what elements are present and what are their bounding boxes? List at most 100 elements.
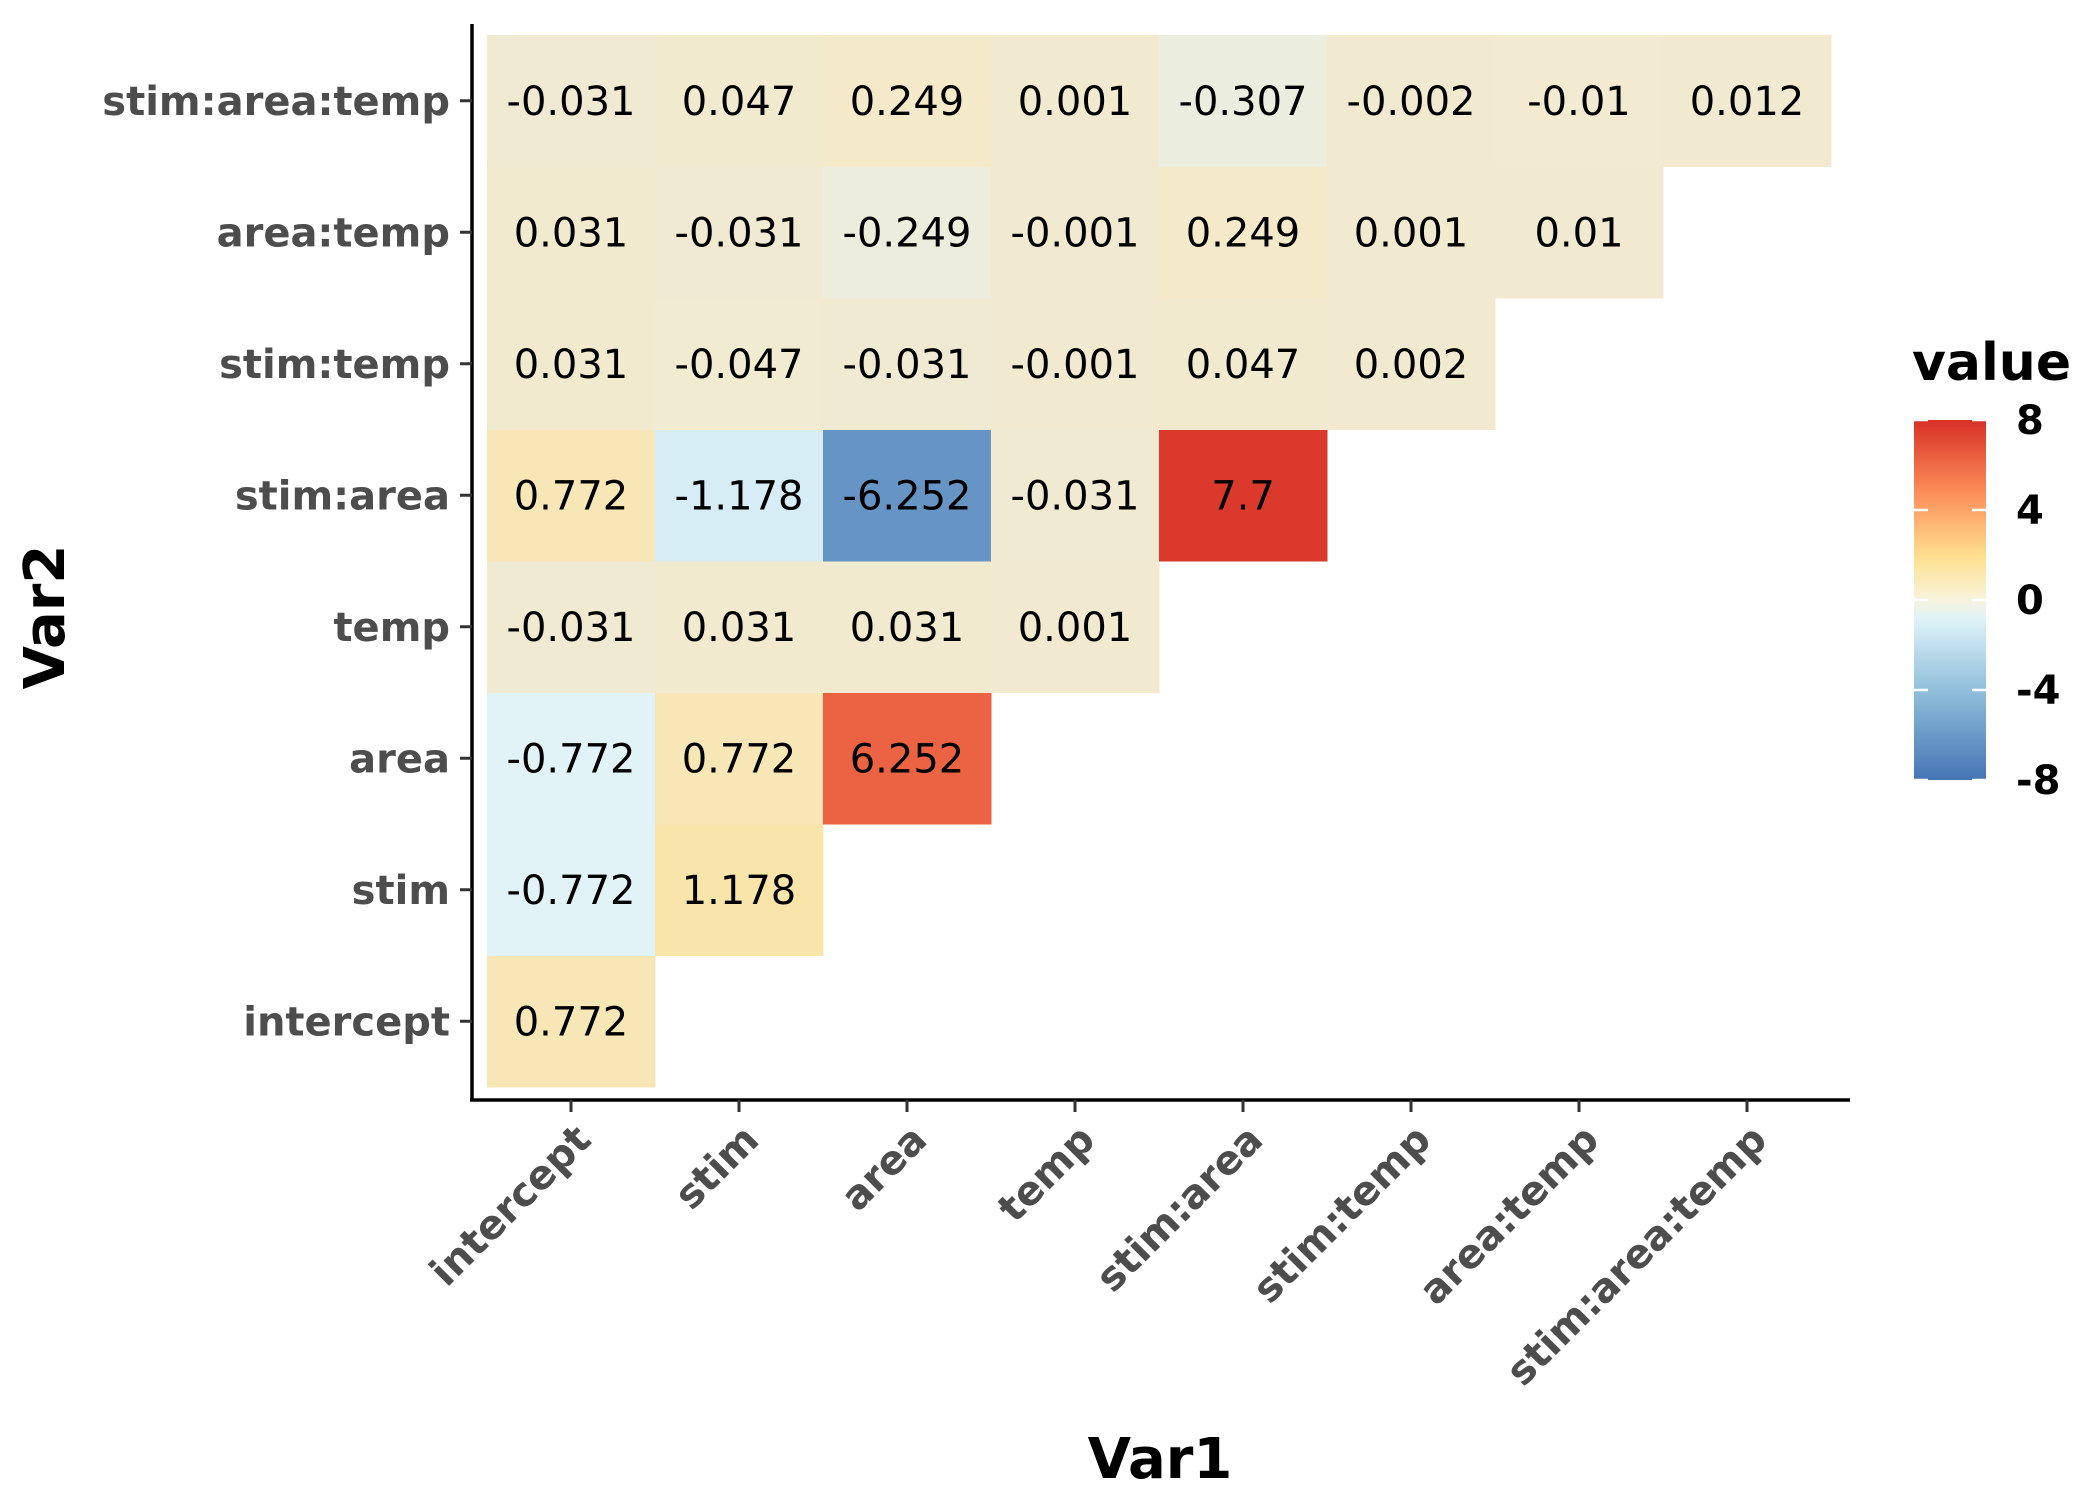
- heatmap-cell: [487, 955, 656, 1088]
- heatmap-cells: [487, 35, 1832, 1088]
- heatmap-cell: [655, 561, 824, 693]
- heatmap-cell: [991, 298, 1160, 430]
- heatmap-cell-label: 0.001: [1018, 79, 1133, 125]
- heatmap-cell: [655, 298, 824, 430]
- heatmap-cell-label: -0.031: [507, 605, 636, 651]
- x-axis-title: Var1: [1088, 1427, 1233, 1492]
- heatmap-cell-label: 0.002: [1354, 342, 1469, 388]
- heatmap-cell-label: 0.031: [514, 342, 629, 388]
- heatmap-cell: [1159, 166, 1328, 299]
- legend-tick-label: -8: [2016, 758, 2060, 804]
- legend-tick-label: 4: [2016, 488, 2044, 534]
- heatmap-cell-label: -0.031: [675, 210, 804, 256]
- heatmap-cell-label: -0.01: [1527, 79, 1631, 125]
- heatmap-cell-label: 0.249: [1186, 210, 1301, 256]
- heatmap-cell: [655, 429, 824, 562]
- y-tick-label: area: [349, 736, 450, 782]
- heatmap-cell: [823, 429, 992, 562]
- heatmap-cell: [1495, 35, 1664, 167]
- heatmap-cell-label: 0.001: [1018, 605, 1133, 651]
- y-tick-label: area:temp: [217, 210, 450, 256]
- heatmap-cell-label: 0.001: [1354, 210, 1469, 256]
- heatmap-cell: [823, 561, 992, 693]
- heatmap-cell: [487, 692, 656, 825]
- heatmap-cell-label: 6.252: [850, 736, 965, 782]
- heatmap-cell-label: -0.249: [843, 210, 972, 256]
- heatmap-cell: [991, 166, 1160, 299]
- heatmap-cell: [823, 298, 992, 430]
- heatmap-cell-label: -0.002: [1347, 79, 1476, 125]
- heatmap-cell-label: 0.047: [1186, 342, 1301, 388]
- legend-tick-label: 8: [2016, 398, 2044, 444]
- heatmap-cell-label: 0.047: [682, 79, 797, 125]
- y-tick-label: temp: [333, 605, 450, 651]
- heatmap-cell: [487, 35, 656, 167]
- heatmap-cell: [487, 429, 656, 562]
- legend: value 8 4 0 -4 -8: [1912, 333, 2071, 804]
- heatmap-cell-label: 0.772: [514, 999, 629, 1045]
- x-axis-ticks: intercept stim area tempstim:areastim:tempa…: [421, 1100, 1776, 1395]
- heatmap-cell: [1159, 298, 1328, 430]
- heatmap-cell-label: -0.001: [1011, 342, 1140, 388]
- heatmap-cell-label: -0.031: [843, 342, 972, 388]
- heatmap-cell-label: 0.031: [682, 605, 797, 651]
- heatmap-cell-label: 0.031: [514, 210, 629, 256]
- heatmap-cell: [1495, 166, 1664, 299]
- x-tick-label: area: [832, 1117, 936, 1221]
- x-tick-label: stim: [666, 1117, 768, 1219]
- heatmap-cell: [655, 166, 824, 299]
- heatmap-cell-label: 1.178: [682, 868, 797, 914]
- x-tick-label: temp: [989, 1117, 1104, 1232]
- heatmap-cell-label: -1.178: [675, 473, 804, 519]
- heatmap-cell: [1159, 35, 1328, 167]
- axes: [470, 24, 1850, 1102]
- heatmap-cell-label: 0.249: [850, 79, 965, 125]
- heatmap-cell-label: -0.772: [507, 868, 636, 914]
- heatmap-cell: [991, 35, 1160, 167]
- heatmap-cell: [655, 35, 824, 167]
- heatmap-cell: [991, 561, 1160, 693]
- heatmap-cell-label: -0.772: [507, 736, 636, 782]
- heatmap-cell: [823, 166, 992, 299]
- heatmap-cell-label: 0.772: [514, 473, 629, 519]
- y-axis-ticks: intercept stim area temp stim:area stim:temp a…: [102, 79, 472, 1045]
- heatmap-cell: [487, 824, 656, 956]
- x-tick-label: stim:area: [1087, 1117, 1272, 1302]
- heatmap-cell-label: 7.7: [1211, 473, 1275, 519]
- heatmap-cell-label: 0.012: [1690, 79, 1805, 125]
- heatmap-cell: [487, 166, 656, 299]
- heatmap-cell: [655, 824, 824, 956]
- legend-title: value: [1912, 333, 2071, 393]
- heatmap-cell: [487, 561, 656, 693]
- legend-tick-label: -4: [2016, 668, 2060, 714]
- heatmap-cell: [991, 429, 1160, 562]
- heatmap-cell-label: -0.001: [1011, 210, 1140, 256]
- y-tick-label: stim:area:temp: [102, 79, 450, 125]
- heatmap-cell-labels: 0.772 -0.772 -0.772 -0.031 0.772 0.031 0.031 -0…: [507, 79, 1805, 1046]
- heatmap-cell: [823, 692, 992, 825]
- heatmap-cell-label: -0.031: [1011, 473, 1140, 519]
- heatmap-cell: [1327, 166, 1496, 299]
- heatmap-cell: [1663, 35, 1832, 167]
- heatmap-cell-label: -0.307: [1179, 79, 1308, 125]
- heatmap-cell: [1327, 298, 1496, 430]
- heatmap-cell-label: 0.01: [1534, 210, 1623, 256]
- heatmap-cell: [1159, 429, 1328, 562]
- heatmap-cell-label: -0.031: [507, 79, 636, 125]
- y-tick-label: stim:area: [235, 473, 450, 519]
- legend-tick-label: 0: [2016, 578, 2044, 624]
- heatmap-cell: [1327, 35, 1496, 167]
- x-tick-label: intercept: [421, 1117, 600, 1296]
- y-tick-label: stim:temp: [219, 342, 450, 388]
- heatmap-cell: [487, 298, 656, 430]
- y-axis-title: Var2: [13, 545, 78, 690]
- heatmap-cell-label: 0.772: [682, 736, 797, 782]
- heatmap-cell-label: -0.047: [675, 342, 804, 388]
- heatmap-cell: [655, 692, 824, 825]
- heatmap-cell-label: 0.031: [850, 605, 965, 651]
- heatmap-cell-label: -6.252: [843, 473, 972, 519]
- y-tick-label: stim: [352, 868, 450, 914]
- heatmap-cell: [823, 35, 992, 167]
